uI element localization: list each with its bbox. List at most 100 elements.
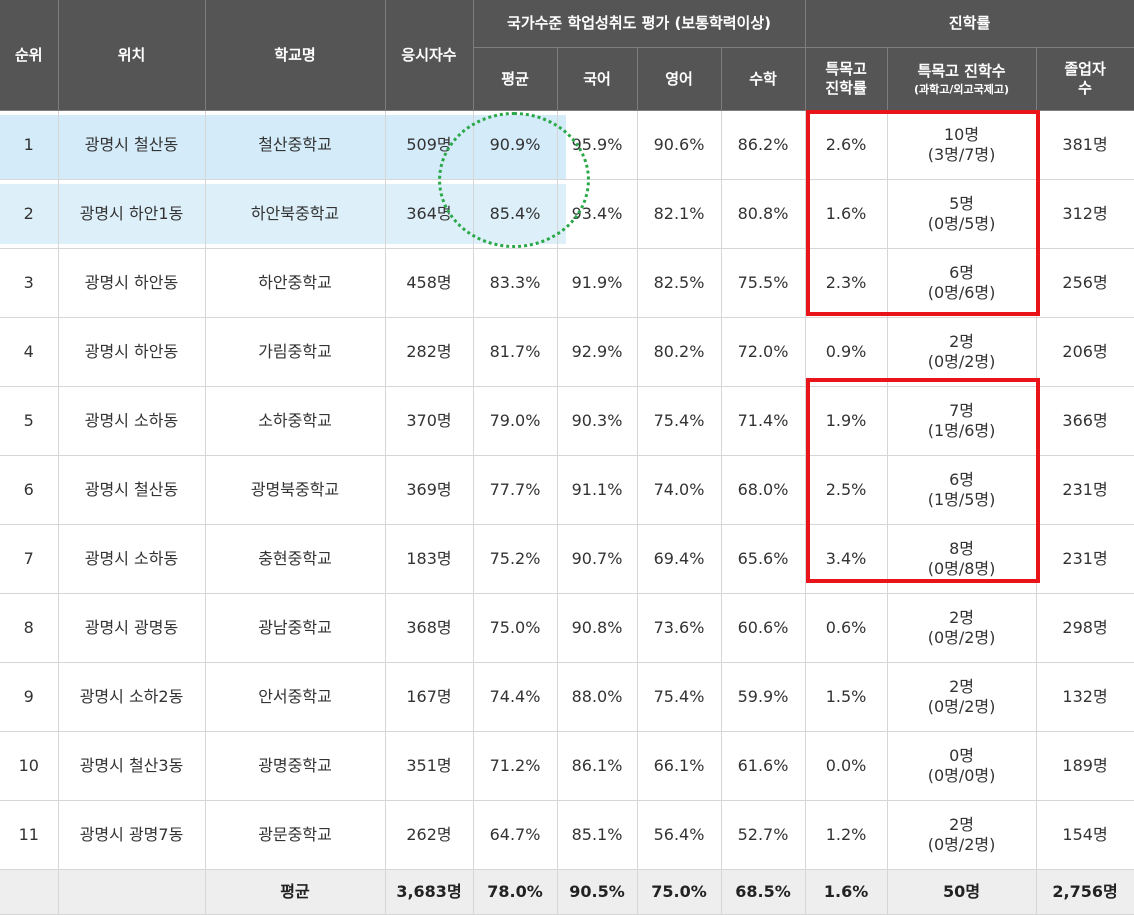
special-count-split: (0명/2명) [927, 835, 996, 854]
cell-english: 80.2% [637, 317, 722, 387]
cell-korean: 90.3% [557, 386, 638, 456]
cell-avg: 75.0% [473, 593, 558, 663]
cell-examinees: 364명 [385, 179, 474, 249]
special-count-split: (1명/5명) [927, 490, 996, 509]
header-math: 수학 [721, 47, 806, 111]
table-row: 5 광명시 소하동 소하중학교 370명 79.0% 90.3% 75.4% 71.4% 1.9… [0, 386, 1134, 456]
table-row: 7 광명시 소하동 충현중학교 183명 75.2% 90.7% 69.4% 65.6% 3.4… [0, 524, 1134, 594]
cell-special-rate: 2.6% [805, 110, 888, 180]
cell-math: 60.6% [721, 593, 806, 663]
cell-rank: 1 [0, 110, 59, 180]
cell-avg: 75.2% [473, 524, 558, 594]
cell-special-rate: 0.6% [805, 593, 888, 663]
cell-location: 광명시 소하동 [58, 524, 206, 594]
cell-special-count: 2명 (0명/2명) [887, 317, 1037, 387]
special-count-total: 2명 [949, 608, 974, 627]
cell-avg: 79.0% [473, 386, 558, 456]
special-count-total: 6명 [949, 470, 974, 489]
footer-location-empty [58, 869, 206, 915]
cell-rank: 3 [0, 248, 59, 318]
cell-examinees: 282명 [385, 317, 474, 387]
cell-rank: 8 [0, 593, 59, 663]
cell-rank: 5 [0, 386, 59, 456]
table-row: 11 광명시 광명7동 광문중학교 262명 64.7% 85.1% 56.4% 52.7% 1… [0, 800, 1134, 870]
cell-location: 광명시 철산동 [58, 455, 206, 525]
cell-school: 안서중학교 [205, 662, 386, 732]
cell-graduates: 256명 [1036, 248, 1134, 318]
header-assessment-group: 국가수준 학업성취도 평가 (보통학력이상) [473, 0, 806, 48]
footer-examinees: 3,683명 [385, 869, 474, 915]
cell-special-rate: 2.5% [805, 455, 888, 525]
header-graduates: 졸업자 수 [1036, 47, 1134, 111]
footer-special-count: 50명 [887, 869, 1037, 915]
table-row: 9 광명시 소하2동 안서중학교 167명 74.4% 88.0% 75.4% 59.9% 1.… [0, 662, 1134, 732]
cell-school: 철산중학교 [205, 110, 386, 180]
footer-rank-empty [0, 869, 59, 915]
table-row: 3 광명시 하안동 하안중학교 458명 83.3% 91.9% 82.5% 75.5% 2.3… [0, 248, 1134, 318]
average-row: 평균 3,683명 78.0% 90.5% 75.0% 68.5% 1.6% 5… [0, 869, 1134, 915]
special-count-split: (0명/5명) [927, 214, 996, 233]
cell-special-count: 6명 (0명/6명) [887, 248, 1037, 318]
cell-graduates: 154명 [1036, 800, 1134, 870]
special-count-split: (0명/0명) [927, 766, 996, 785]
footer-avg: 78.0% [473, 869, 558, 915]
cell-school: 하안북중학교 [205, 179, 386, 249]
cell-math: 59.9% [721, 662, 806, 732]
cell-special-count: 8명 (0명/8명) [887, 524, 1037, 594]
cell-location: 광명시 철산동 [58, 110, 206, 180]
cell-english: 66.1% [637, 731, 722, 801]
header-advancement-group: 진학률 [805, 0, 1134, 48]
cell-rank: 11 [0, 800, 59, 870]
header-korean: 국어 [557, 47, 638, 111]
cell-english: 74.0% [637, 455, 722, 525]
cell-korean: 92.9% [557, 317, 638, 387]
cell-examinees: 183명 [385, 524, 474, 594]
cell-korean: 93.4% [557, 179, 638, 249]
cell-math: 71.4% [721, 386, 806, 456]
header-special-count-sub: (과학고/외고국제고) [914, 82, 1010, 96]
cell-avg: 90.9% [473, 110, 558, 180]
special-count-split: (0명/2명) [927, 697, 996, 716]
cell-korean: 88.0% [557, 662, 638, 732]
cell-school: 광문중학교 [205, 800, 386, 870]
footer-special-rate: 1.6% [805, 869, 888, 915]
cell-avg: 85.4% [473, 179, 558, 249]
cell-location: 광명시 하안1동 [58, 179, 206, 249]
cell-special-rate: 0.9% [805, 317, 888, 387]
cell-avg: 71.2% [473, 731, 558, 801]
cell-rank: 4 [0, 317, 59, 387]
cell-graduates: 132명 [1036, 662, 1134, 732]
cell-korean: 85.1% [557, 800, 638, 870]
cell-math: 80.8% [721, 179, 806, 249]
cell-special-rate: 1.2% [805, 800, 888, 870]
cell-english: 73.6% [637, 593, 722, 663]
special-count-total: 8명 [949, 539, 974, 558]
cell-korean: 91.1% [557, 455, 638, 525]
special-count-total: 7명 [949, 401, 974, 420]
special-count-total: 2명 [949, 677, 974, 696]
cell-special-rate: 1.9% [805, 386, 888, 456]
cell-rank: 2 [0, 179, 59, 249]
cell-avg: 64.7% [473, 800, 558, 870]
cell-math: 68.0% [721, 455, 806, 525]
cell-rank: 9 [0, 662, 59, 732]
special-count-split: (1명/6명) [927, 421, 996, 440]
cell-examinees: 262명 [385, 800, 474, 870]
special-count-total: 2명 [949, 332, 974, 351]
cell-special-count: 2명 (0명/2명) [887, 662, 1037, 732]
cell-special-rate: 1.5% [805, 662, 888, 732]
cell-english: 82.5% [637, 248, 722, 318]
special-count-total: 2명 [949, 815, 974, 834]
header-location: 위치 [58, 0, 206, 111]
cell-math: 65.6% [721, 524, 806, 594]
header-special-count-label: 특목고 진학수 [917, 61, 1006, 80]
cell-location: 광명시 하안동 [58, 248, 206, 318]
header-examinees: 응시자수 [385, 0, 474, 111]
header-english: 영어 [637, 47, 722, 111]
cell-examinees: 167명 [385, 662, 474, 732]
table-row: 4 광명시 하안동 가림중학교 282명 81.7% 92.9% 80.2% 72.0% 0.9… [0, 317, 1134, 387]
special-count-split: (0명/2명) [927, 628, 996, 647]
cell-graduates: 298명 [1036, 593, 1134, 663]
